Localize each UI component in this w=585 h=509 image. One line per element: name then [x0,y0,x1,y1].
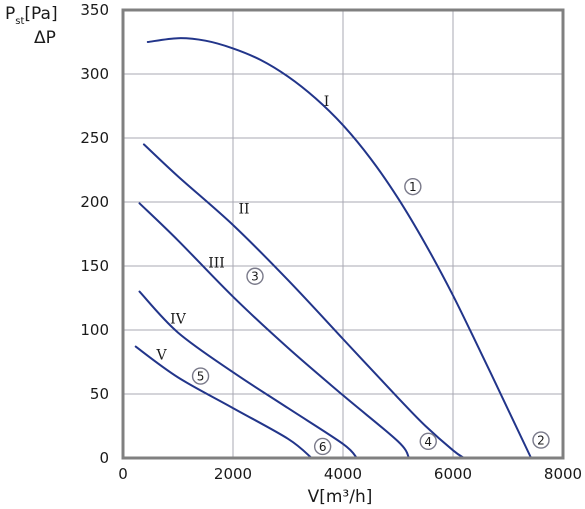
y-tick-label: 300 [80,65,109,83]
y-tick-label: 350 [80,1,109,19]
y-axis-title-line1: Pst[Pa] [5,4,58,27]
curve-line-I [146,37,533,459]
x-axis-title: V[m³/h] [308,487,373,507]
x-tick-labels: 0 2000 4000 6000 8000 [118,465,582,483]
y-axis-title-line2: ΔP [34,28,56,48]
y-tick-label: 100 [80,321,109,339]
marker-circle [313,437,332,456]
marker-circle [532,431,550,449]
x-tick-label: 8000 [544,465,582,483]
y-tick-label: 50 [90,385,109,403]
marker-circle [191,367,210,385]
curve-label: III [208,255,225,271]
curve-label: I [324,94,330,110]
curve-label: IV [170,312,187,328]
curve-line-II [142,143,465,459]
y-axis-subscript: st [15,16,24,27]
marker-circle [246,267,264,285]
grid-lines [123,10,563,458]
y-tick-labels: 0 50 100 150 200 250 300 350 [80,1,109,467]
marker-number: 6 [319,440,327,454]
y-tick-label: 150 [80,257,109,275]
y-axis-unit: [Pa] [24,4,57,24]
y-tick-label: 0 [99,449,109,467]
marker-number: 4 [424,435,432,449]
x-tick-label: 6000 [434,465,472,483]
curve-line-V [134,345,313,459]
curve-group [134,37,533,459]
circled-markers: 1 2 3 4 5 6 [191,177,550,456]
curve-line-III [138,202,410,459]
marker-number: 3 [251,270,259,284]
curve-label: V [155,347,167,363]
plot-frame [121,8,565,460]
y-axis-symbol: P [5,4,15,24]
y-tick-label: 200 [80,193,109,211]
y-tick-label: 250 [80,129,109,147]
marker-circle [404,177,422,196]
marker-number: 1 [409,180,417,194]
curve-label: II [238,202,249,218]
curve-line-IV [138,290,358,459]
x-tick-label: 2000 [214,465,252,483]
marker-number: 5 [197,370,205,384]
x-tick-label: 4000 [324,465,362,483]
marker-number: 2 [537,434,545,448]
marker-circle [419,432,437,451]
x-tick-label: 0 [118,465,128,483]
